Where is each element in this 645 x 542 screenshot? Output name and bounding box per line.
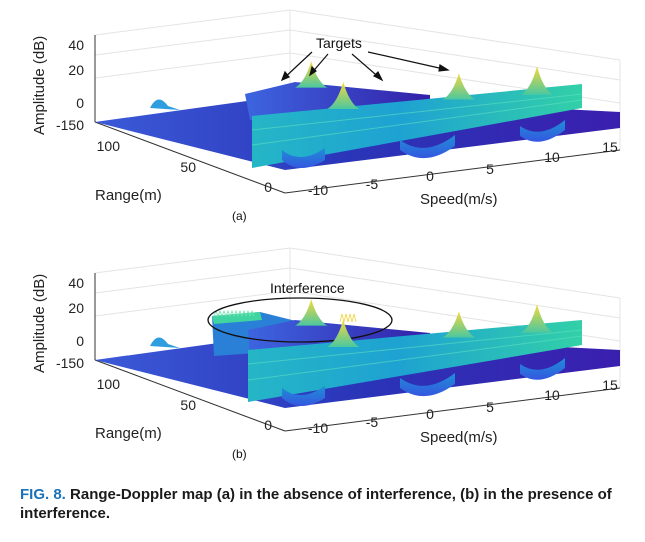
range-tick-label: 50 [180,159,196,175]
z-tick-label: 20 [68,62,84,78]
speed-tick-label: 5 [486,399,494,415]
panel-b-interference-annotation: Interference [270,280,345,296]
target-peak [442,311,475,338]
range-tick-label: 100 [97,376,121,392]
panel-a-wall-lines [251,93,583,146]
target-peak [327,319,360,348]
panel-b [94,247,621,432]
panel-b-wall-lines [247,329,583,381]
speed-tick-label: -10 [308,182,328,198]
panel-b-interference-spikes [213,309,357,323]
z-tick-label: 40 [68,37,84,53]
speed-tick-label: 15 [602,139,618,155]
target-peak [327,81,360,110]
panel-a-zlabel: Amplitude (dB) [31,36,48,135]
target-peak [295,299,328,326]
panel-b-wall [248,320,582,402]
z-tick-label: 0 [76,95,84,111]
speed-tick-label: 10 [544,149,560,165]
speed-tick-label: 15 [602,377,618,393]
range-tick-label: 100 [97,138,121,154]
panel-b-speed-label: Speed(m/s) [420,429,498,446]
panel-b-axes [94,273,621,432]
target-peak [442,73,475,100]
panel-b-zlabel: Amplitude (dB) [31,274,48,373]
z-tick-label: 0 [76,333,84,349]
speed-tick-label: 0 [426,406,434,422]
panel-b-interference-ellipse [207,297,393,343]
panel-b-range-label: Range(m) [95,425,162,442]
panel-b-sublabel: (b) [232,447,247,461]
panel-b-targets [295,299,554,348]
range-tick-label: 0 [264,179,272,195]
panel-a-targets-annotation: Targets [316,35,362,51]
panel-a-targets [295,61,554,110]
panel-a-sublabel: (a) [232,209,247,223]
z-tick-label: -150 [56,355,84,371]
panel-a-grid [94,9,621,150]
target-peak [521,66,554,95]
speed-tick-label: 10 [544,387,560,403]
panel-b-dips [282,358,565,406]
panel-a-dips [282,120,565,168]
panel-b-ridge [150,337,180,348]
caption-label: FIG. 8. [20,486,66,503]
speed-tick-label: -5 [366,176,379,192]
caption-text: Range-Doppler map (a) in the absence of … [20,486,612,522]
panel-a-ridge [150,99,180,110]
panel-a [94,9,621,194]
speed-tick-label: -5 [366,414,379,430]
target-peak [521,304,554,333]
z-tick-label: 40 [68,275,84,291]
z-tick-label: 20 [68,300,84,316]
panel-a-speed-label: Speed(m/s) [420,191,498,208]
speed-tick-label: 0 [426,168,434,184]
panel-a-axes [94,35,621,194]
range-tick-label: 50 [180,397,196,413]
speed-tick-label: 5 [486,161,494,177]
panel-a-range-label: Range(m) [95,187,162,204]
figure-caption: FIG. 8. Range-Doppler map (a) in the abs… [20,485,630,523]
panel-a-target-arrows [280,51,450,82]
speed-tick-label: -10 [308,420,328,436]
range-tick-label: 0 [264,417,272,433]
panel-a-wall [252,84,582,168]
z-tick-label: -150 [56,117,84,133]
